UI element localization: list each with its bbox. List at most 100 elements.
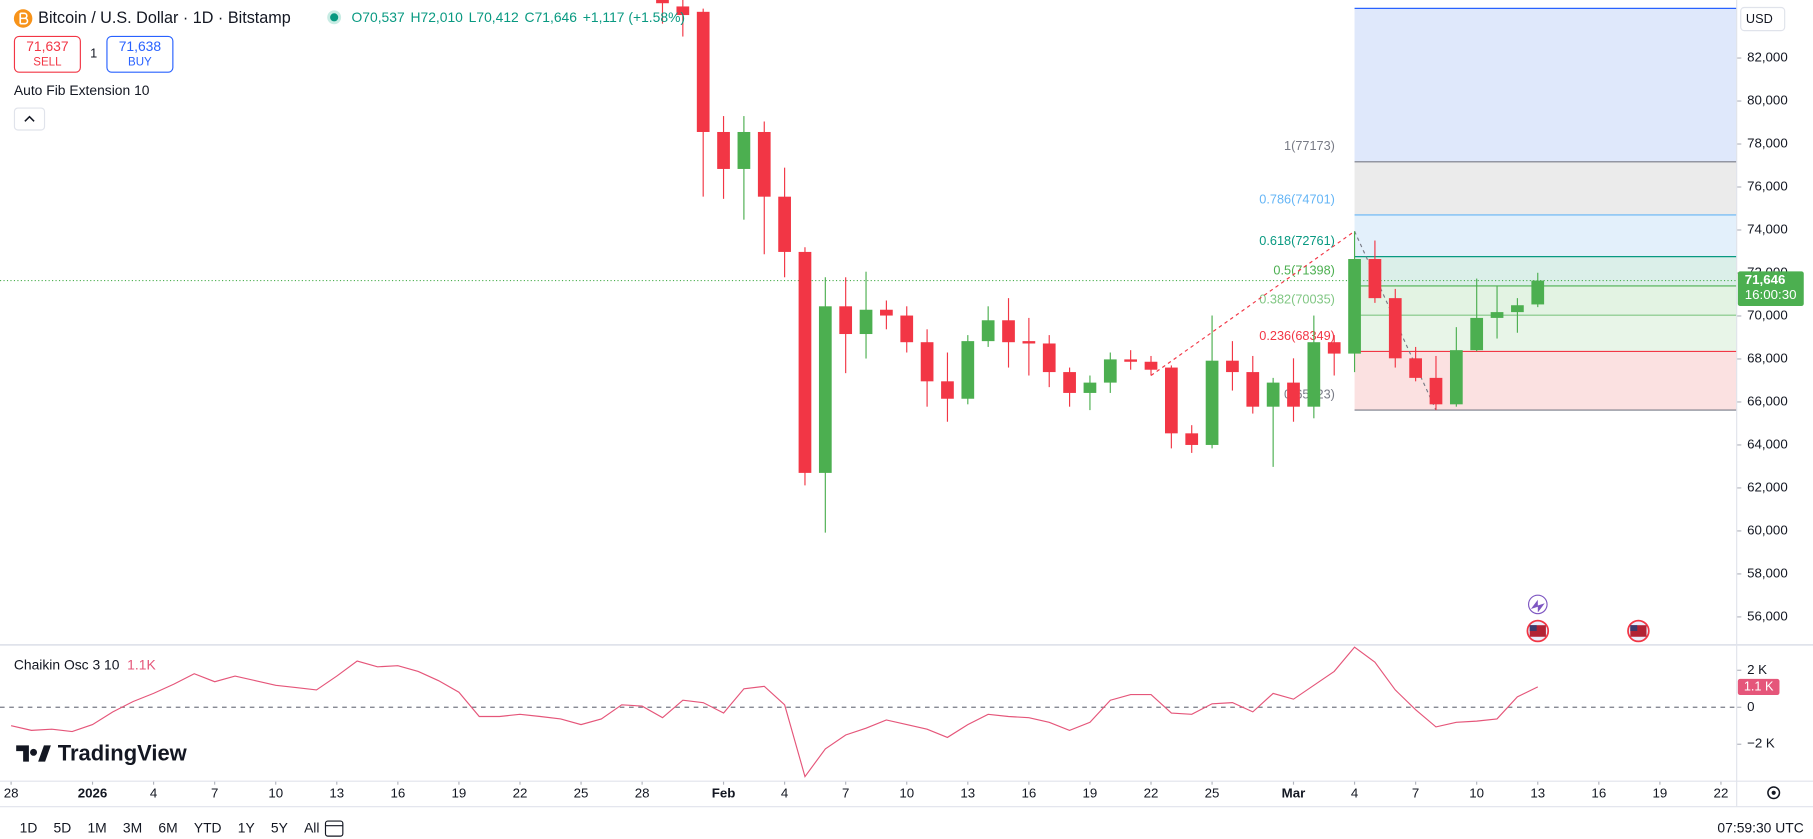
range-button[interactable]: All (304, 819, 319, 835)
x-tick-label: Feb (712, 785, 736, 800)
symbol-title: Bitcoin / U.S. Dollar · 1D · Bitstamp (38, 9, 291, 27)
quote-change: +1,117 (+1.58%) (583, 9, 685, 25)
sell-price[interactable]: 71,637 (26, 38, 69, 54)
range-button[interactable]: 3M (123, 819, 142, 835)
buy-price[interactable]: 71,638 (119, 38, 162, 54)
brand-logo (16, 745, 51, 762)
fib-label: 0.786(74701) (1259, 191, 1335, 206)
candle-body (1185, 433, 1199, 445)
y-tick-label: 60,000 (1747, 522, 1788, 537)
candle-body (1470, 317, 1484, 351)
quote-row: O70,537 H72,010 L70,412 C71,646 +1,117 (+1.5… (352, 9, 686, 25)
settings-icon[interactable] (1767, 786, 1781, 800)
candle-body (941, 381, 954, 399)
currency-button[interactable] (1740, 6, 1786, 32)
x-tick-label: 13 (329, 785, 344, 800)
countdown: 16:00:30 (1745, 287, 1797, 302)
axes: 56,000 58,000 60,000 62,000 64,000 66,000 68,0… (4, 50, 1804, 800)
y-tick-label: 78,000 (1747, 136, 1788, 151)
x-tick-label: 16 (1591, 785, 1606, 800)
candle-body (839, 306, 853, 335)
x-tick-label: 4 (150, 785, 157, 800)
fib-label: 0.382(70035) (1259, 292, 1335, 307)
fib-zone (1354, 285, 1737, 316)
date-range-icon[interactable] (324, 820, 344, 837)
candle-body (1083, 382, 1097, 393)
candle-body (1490, 312, 1504, 318)
range-button[interactable]: 5D (54, 819, 72, 835)
range-button[interactable]: 5Y (271, 819, 288, 835)
candle-body (1429, 377, 1443, 405)
candle-body (1266, 382, 1280, 407)
candle-body (880, 309, 893, 316)
collapse-button[interactable] (13, 107, 46, 131)
range-button[interactable]: 6M (158, 819, 177, 835)
x-tick-label: 28 (4, 785, 19, 800)
fib-zone (1354, 315, 1737, 352)
candle-body (696, 11, 710, 132)
y-tick-label: 66,000 (1747, 393, 1788, 408)
indicator-name: Auto Fib Extension 10 (14, 82, 150, 98)
last-price-label: 71,646 (1745, 272, 1786, 287)
oscillator-tag (1737, 678, 1780, 696)
x-tick-label: 7 (1412, 785, 1419, 800)
quote-value: C71,646 (525, 9, 578, 25)
candle-body (1327, 342, 1341, 354)
oscillator-name: Chaikin Osc 3 10 (14, 656, 120, 672)
fib-zone (1354, 214, 1737, 257)
candle-body (717, 131, 730, 169)
x-tick-label: 22 (1714, 785, 1729, 800)
fib-zone (1354, 161, 1737, 215)
range-button[interactable]: 1M (87, 819, 106, 835)
x-tick-label: 22 (1144, 785, 1159, 800)
event-glyph[interactable] (1530, 599, 1545, 613)
candle-body (798, 251, 812, 473)
x-tick-label: 13 (1530, 785, 1545, 800)
fib-label: 1(77173) (1284, 138, 1335, 153)
sell-label[interactable]: SELL (33, 56, 62, 68)
candle-body (1511, 305, 1524, 313)
range-button[interactable]: YTD (194, 819, 222, 835)
settings-icon-core[interactable] (1771, 790, 1776, 795)
coin-glyph (19, 12, 29, 25)
x-tick-label: 10 (1469, 785, 1484, 800)
y-tick-label: 2 K (1747, 662, 1767, 677)
x-tick-label: 4 (781, 785, 788, 800)
collapse-icon[interactable] (24, 115, 35, 122)
candle-body (1063, 372, 1076, 393)
x-tick-label: 2026 (78, 785, 108, 800)
candle-body (1144, 361, 1158, 370)
buy-button[interactable] (106, 35, 174, 73)
last-price-tag (1737, 271, 1804, 307)
y-tick-label: 82,000 (1747, 50, 1788, 65)
sell-button[interactable] (13, 35, 81, 73)
y-tick-label: 64,000 (1747, 436, 1788, 451)
flag-canton (1630, 625, 1638, 631)
candle-body (1388, 298, 1402, 359)
x-tick-label: 28 (635, 785, 650, 800)
range-button[interactable]: 1Y (238, 819, 255, 835)
candle-body (1409, 358, 1422, 378)
candle-body (1449, 350, 1463, 405)
candle-body (1103, 359, 1117, 383)
y-tick-label: 62,000 (1747, 479, 1788, 494)
range-button[interactable]: 1D (20, 819, 38, 835)
candle-body (676, 6, 690, 16)
x-tick-label: 25 (1205, 785, 1220, 800)
quote-value: H72,010 (410, 9, 463, 25)
oscillator-value: 1.1K (127, 656, 156, 672)
flag (1529, 625, 1546, 637)
quote-value: L70,412 (469, 9, 519, 25)
currency[interactable]: USD (1746, 11, 1773, 26)
candle-body (1368, 259, 1382, 299)
x-tick-label: 16 (390, 785, 405, 800)
buy-label[interactable]: BUY (128, 56, 152, 68)
x-tick-label: 19 (1652, 785, 1667, 800)
candle-body (1531, 280, 1545, 305)
y-tick-label: 68,000 (1747, 350, 1788, 365)
candle-body (737, 131, 751, 169)
x-tick-label: 10 (268, 785, 283, 800)
candle-body (1022, 341, 1036, 344)
